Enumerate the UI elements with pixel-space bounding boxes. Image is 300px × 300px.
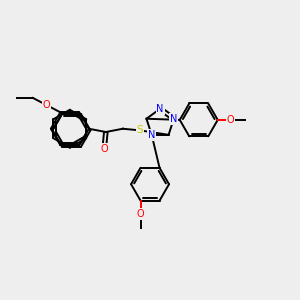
Text: N: N xyxy=(148,130,155,140)
Text: S: S xyxy=(136,125,143,135)
Text: O: O xyxy=(43,100,50,110)
Text: N: N xyxy=(170,114,178,124)
Text: O: O xyxy=(137,209,144,219)
Text: O: O xyxy=(227,115,235,125)
Text: O: O xyxy=(100,144,108,154)
Text: N: N xyxy=(157,104,164,114)
